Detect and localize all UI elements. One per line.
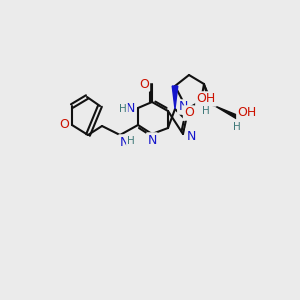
- Text: N: N: [178, 100, 188, 113]
- Text: N: N: [119, 136, 129, 148]
- Text: OH: OH: [196, 92, 216, 106]
- Text: O: O: [184, 106, 194, 119]
- Text: H: H: [127, 136, 135, 146]
- Polygon shape: [204, 84, 212, 103]
- Text: N: N: [125, 101, 135, 115]
- Text: H: H: [202, 106, 210, 116]
- Text: H: H: [119, 104, 127, 114]
- Polygon shape: [172, 86, 178, 109]
- Polygon shape: [215, 106, 238, 118]
- Text: H: H: [233, 122, 241, 132]
- Text: OH: OH: [237, 106, 256, 118]
- Text: O: O: [59, 118, 69, 131]
- Text: O: O: [139, 77, 149, 91]
- Text: N: N: [147, 134, 157, 146]
- Text: N: N: [186, 130, 196, 142]
